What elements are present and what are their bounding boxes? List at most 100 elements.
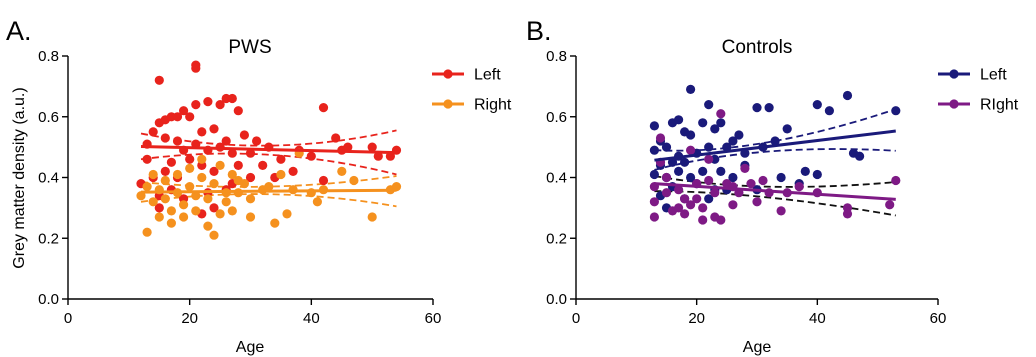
point-right-1 bbox=[172, 169, 183, 180]
point-left-0 bbox=[649, 145, 660, 155]
axes-layer: 0.0 0.2 0.4 0.6 0.8 0 20 40 60 bbox=[38, 48, 441, 327]
point-left-0 bbox=[698, 118, 708, 128]
point-right-1 bbox=[166, 218, 176, 228]
point-left-0 bbox=[716, 118, 726, 128]
y-tick-label: 0.4 bbox=[546, 170, 567, 187]
ci-upper-right-1 bbox=[654, 175, 896, 188]
point-left-0 bbox=[221, 136, 231, 146]
point-right-1 bbox=[179, 212, 189, 222]
point-left-0 bbox=[680, 157, 690, 167]
chart-title-controls: Controls bbox=[722, 37, 793, 58]
legend-label-left-0: Left bbox=[474, 67, 501, 84]
point-left-0 bbox=[154, 75, 164, 85]
point-left-0 bbox=[764, 103, 774, 113]
panel-controls: B. Controls Age 0.0 0.2 0.4 0.6 0.8 0 20 40 60 L… bbox=[526, 16, 1019, 356]
point-right-1 bbox=[692, 194, 702, 204]
point-right-1 bbox=[746, 179, 756, 189]
point-right-1 bbox=[191, 191, 201, 201]
point-right-1 bbox=[142, 182, 152, 192]
point-left-0 bbox=[209, 203, 219, 213]
point-left-0 bbox=[704, 142, 714, 152]
point-right-1 bbox=[661, 172, 672, 183]
y-tick-label: 0.4 bbox=[38, 170, 59, 187]
point-left-0 bbox=[148, 127, 158, 137]
point-left-0 bbox=[891, 106, 901, 116]
point-right-1 bbox=[312, 197, 322, 207]
point-left-0 bbox=[166, 157, 176, 167]
point-left-0 bbox=[191, 63, 201, 73]
point-right-1 bbox=[282, 209, 292, 219]
point-left-0 bbox=[716, 166, 726, 176]
point-right-1 bbox=[680, 194, 690, 204]
point-right-1 bbox=[245, 194, 256, 204]
point-left-0 bbox=[704, 194, 714, 204]
point-left-0 bbox=[649, 169, 660, 180]
point-left-0 bbox=[215, 100, 225, 110]
y-tick-label: 0.6 bbox=[546, 109, 567, 126]
y-tick-label: 0.0 bbox=[38, 291, 59, 308]
x-tick-label: 0 bbox=[64, 310, 72, 327]
point-right-1 bbox=[655, 133, 666, 143]
point-right-1 bbox=[160, 175, 170, 186]
point-right-1 bbox=[680, 209, 690, 219]
point-right-1 bbox=[716, 215, 726, 225]
legend-marker-right-1 bbox=[443, 99, 453, 109]
point-left-0 bbox=[227, 148, 237, 158]
point-left-0 bbox=[142, 154, 152, 164]
x-tick-label: 0 bbox=[572, 310, 580, 327]
legend-marker-right-1 bbox=[949, 99, 959, 109]
x-tick-label: 40 bbox=[809, 310, 826, 327]
point-right-1 bbox=[276, 169, 286, 180]
point-left-0 bbox=[172, 112, 183, 122]
point-left-0 bbox=[331, 133, 341, 143]
point-left-0 bbox=[185, 112, 195, 122]
point-right-1 bbox=[728, 200, 738, 210]
point-right-1 bbox=[649, 212, 660, 222]
point-left-0 bbox=[752, 103, 762, 113]
point-left-0 bbox=[812, 100, 822, 110]
x-axis-title-pws: Age bbox=[236, 339, 265, 356]
legend-label-left-0: Left bbox=[980, 67, 1007, 84]
point-left-0 bbox=[800, 166, 810, 176]
point-right-1 bbox=[698, 203, 708, 213]
y-tick-label: 0.2 bbox=[38, 230, 59, 247]
y-tick-label: 0.6 bbox=[38, 109, 59, 126]
point-right-1 bbox=[264, 182, 274, 192]
point-left-0 bbox=[698, 166, 708, 176]
y-tick-label: 0.8 bbox=[38, 48, 59, 65]
point-left-0 bbox=[674, 115, 684, 125]
point-left-0 bbox=[233, 106, 243, 116]
y-tick-label: 0.8 bbox=[546, 48, 567, 65]
point-right-1 bbox=[245, 212, 256, 222]
point-right-1 bbox=[752, 197, 762, 207]
point-right-1 bbox=[227, 169, 237, 180]
ci-lower-right-1 bbox=[140, 193, 397, 208]
point-left-0 bbox=[770, 136, 780, 146]
x-tick-label: 60 bbox=[425, 310, 442, 327]
y-tick-label: 0.2 bbox=[546, 230, 567, 247]
point-right-1 bbox=[710, 188, 720, 198]
ci-lower-left-0 bbox=[140, 152, 397, 176]
legend-marker-left-0 bbox=[443, 69, 453, 79]
point-left-0 bbox=[318, 103, 329, 113]
point-right-1 bbox=[160, 194, 170, 204]
point-left-0 bbox=[306, 151, 316, 161]
point-right-1 bbox=[704, 154, 714, 164]
point-right-1 bbox=[197, 154, 207, 164]
point-right-1 bbox=[209, 230, 219, 240]
point-right-1 bbox=[142, 227, 152, 237]
point-right-1 bbox=[203, 194, 213, 204]
point-right-1 bbox=[337, 166, 347, 176]
point-left-0 bbox=[318, 175, 329, 186]
point-right-1 bbox=[716, 109, 726, 119]
point-left-0 bbox=[239, 130, 249, 140]
point-left-0 bbox=[179, 106, 189, 116]
point-left-0 bbox=[227, 93, 237, 104]
point-left-0 bbox=[209, 166, 219, 176]
point-right-1 bbox=[154, 212, 164, 222]
point-right-1 bbox=[166, 206, 176, 216]
point-right-1 bbox=[776, 206, 786, 216]
ci-upper-left-0 bbox=[654, 108, 897, 152]
point-left-0 bbox=[154, 203, 164, 213]
